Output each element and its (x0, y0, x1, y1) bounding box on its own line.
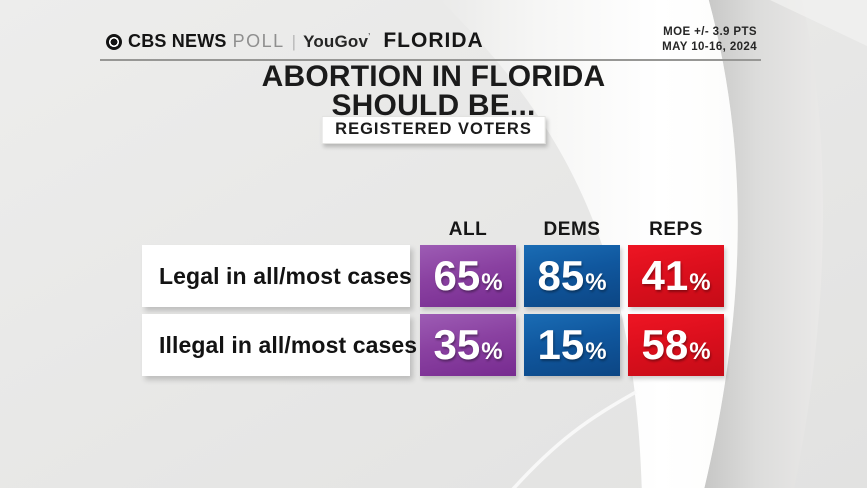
registered-voters-badge: REGISTERED VOTERS (321, 116, 546, 144)
row-label-illegal: Illegal in all/most cases (142, 314, 417, 376)
cell-illegal-reps: 58% (628, 314, 724, 376)
moe-line: MOE +/- 3.9 PTS (663, 26, 757, 38)
value-number: 15 (537, 321, 585, 368)
row-label-legal: Legal in all/most cases (142, 245, 412, 307)
cell-illegal-dems: 15% (524, 314, 620, 376)
cell-legal-reps: 41% (628, 245, 724, 307)
value-number: 65 (433, 252, 481, 299)
cell-legal-all: 65% (420, 245, 516, 307)
yougov-trademark: ’ (368, 31, 371, 41)
value-number: 58 (641, 321, 689, 368)
logo-divider: | (291, 31, 297, 51)
cell-legal-dems: 85% (524, 245, 620, 307)
region-title: FLORIDA (383, 29, 484, 52)
header-divider-line (100, 59, 761, 61)
cell-illegal-all: 35% (420, 314, 516, 376)
date-line: MAY 10-16, 2024 (662, 41, 757, 53)
column-header-dems: DEMS (543, 219, 601, 240)
percent-sign: % (689, 269, 711, 296)
headline: ABORTION IN FLORIDA SHOULD BE... (0, 60, 867, 122)
cbs-news-poll-logo: CBS NEWS POLL | YouGov’ (106, 31, 371, 52)
headline-line2: SHOULD BE... (331, 89, 536, 122)
column-header-reps: REPS (649, 219, 703, 240)
value-number: 41 (641, 252, 689, 299)
moe-note: MOE +/- 3.9 PTS MAY 10-16, 2024 (662, 25, 757, 55)
percent-sign: % (481, 338, 503, 365)
value-number: 85 (537, 252, 585, 299)
percent-sign: % (585, 269, 607, 296)
percent-sign: % (689, 338, 711, 365)
column-header-all: ALL (448, 219, 488, 240)
percent-sign: % (585, 338, 607, 365)
value-number: 35 (433, 321, 481, 368)
percent-sign: % (481, 269, 503, 296)
yougov-label: YouGov’ (303, 31, 371, 51)
headline-line1: ABORTION IN FLORIDA (261, 60, 606, 93)
poll-label: POLL (232, 31, 285, 51)
cbs-eye-icon (106, 33, 122, 50)
cbs-news-label: CBS NEWS (128, 31, 227, 51)
